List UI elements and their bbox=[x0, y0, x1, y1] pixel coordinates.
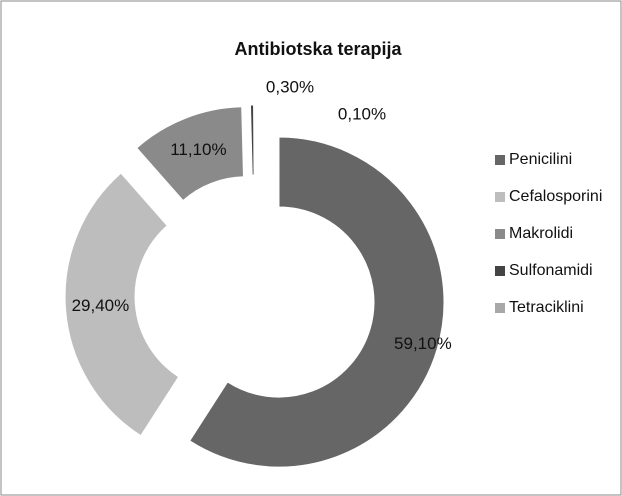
legend-swatch bbox=[495, 229, 505, 239]
legend-label: Penicilini bbox=[509, 151, 572, 168]
chart-title: Antibiotska terapija bbox=[234, 39, 402, 59]
data-label: 0,10% bbox=[338, 104, 386, 123]
legend-swatch bbox=[495, 266, 505, 276]
donut-segment bbox=[253, 104, 256, 176]
donut-segment bbox=[136, 106, 244, 202]
legend-swatch bbox=[495, 303, 505, 313]
legend-label: Tetraciklini bbox=[509, 299, 584, 316]
legend-label: Makrolidi bbox=[509, 225, 573, 242]
data-label: 11,10% bbox=[170, 140, 226, 159]
legend-swatch bbox=[495, 192, 505, 202]
legend-label: Cefalosporini bbox=[509, 188, 602, 205]
data-label: 0,30% bbox=[266, 77, 314, 96]
data-label: 29,40% bbox=[72, 296, 130, 315]
data-label: 59,10% bbox=[394, 334, 452, 353]
legend-label: Sulfonamidi bbox=[509, 262, 593, 279]
donut-segment bbox=[189, 136, 445, 468]
donut-segment bbox=[64, 172, 180, 437]
legend-swatch bbox=[495, 155, 505, 165]
